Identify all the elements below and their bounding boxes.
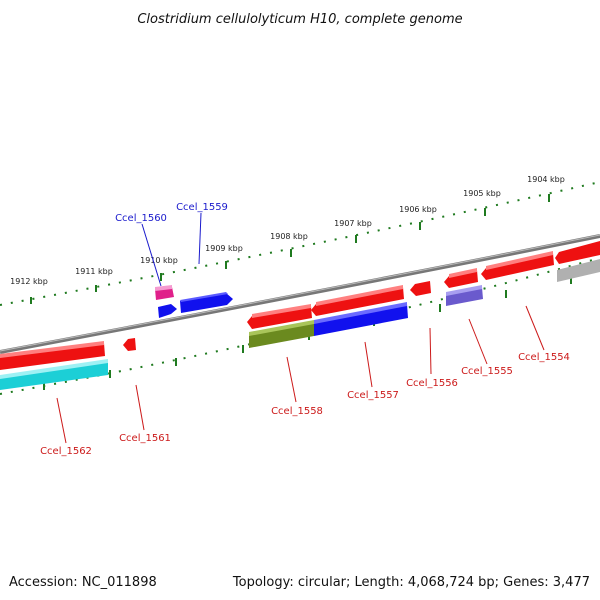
genome-backbone (0, 234, 600, 354)
gene-label-ccel-1562[interactable]: Ccel_1562 (40, 446, 92, 457)
tick-labels: 1904 kbp 1905 kbp 1906 kbp 1907 kbp 1908… (10, 175, 565, 286)
tick-label: 1907 kbp (334, 219, 372, 228)
gene-label-ccel-1559[interactable]: Ccel_1559 (176, 202, 228, 213)
gene-ccel-1560[interactable] (155, 285, 177, 318)
tick-label: 1905 kbp (463, 189, 501, 198)
gene-ccel-1554[interactable] (481, 241, 600, 282)
gene-label-ccel-1556[interactable]: Ccel_1556 (406, 378, 458, 389)
gene-ccel-1561[interactable] (123, 338, 136, 351)
tick-label: 1909 kbp (205, 244, 243, 253)
genome-backbone-highlight (0, 234, 600, 352)
gene-label-ccel-1555[interactable]: Ccel_1555 (461, 366, 513, 377)
gene-ccel-1558[interactable] (247, 304, 314, 348)
gene-label-ccel-1561[interactable]: Ccel_1561 (119, 433, 171, 444)
tick-label: 1911 kbp (75, 267, 113, 276)
gene-label-ccel-1554[interactable]: Ccel_1554 (518, 352, 570, 363)
gene-label-ccel-1557[interactable]: Ccel_1557 (347, 390, 399, 401)
scale-track-lower (0, 257, 600, 395)
gene-ccel-1559[interactable] (180, 292, 233, 313)
gene-ccel-1557[interactable] (311, 285, 408, 336)
tick-label: 1904 kbp (527, 175, 565, 184)
gene-ccel-1555[interactable] (444, 268, 483, 306)
scale-track-upper (0, 181, 600, 306)
tick-label: 1906 kbp (399, 205, 437, 214)
gene-label-ccel-1560[interactable]: Ccel_1560 (115, 213, 167, 224)
map-title: Clostridium cellulolyticum H10, complete… (137, 12, 462, 27)
tick-label: 1912 kbp (10, 277, 48, 286)
tick-label: 1908 kbp (270, 232, 308, 241)
tick-label: 1910 kbp (140, 256, 178, 265)
gene-ccel-1556[interactable] (410, 281, 431, 296)
label-leaders (56, 212, 545, 444)
gene-ccel-1562[interactable] (0, 341, 108, 390)
gene-label-ccel-1558[interactable]: Ccel_1558 (271, 406, 323, 417)
accession-text: Accession: NC_011898 (9, 575, 157, 590)
major-ticks-upper (30, 194, 550, 304)
genome-summary-text: Topology: circular; Length: 4,068,724 bp… (232, 575, 590, 590)
